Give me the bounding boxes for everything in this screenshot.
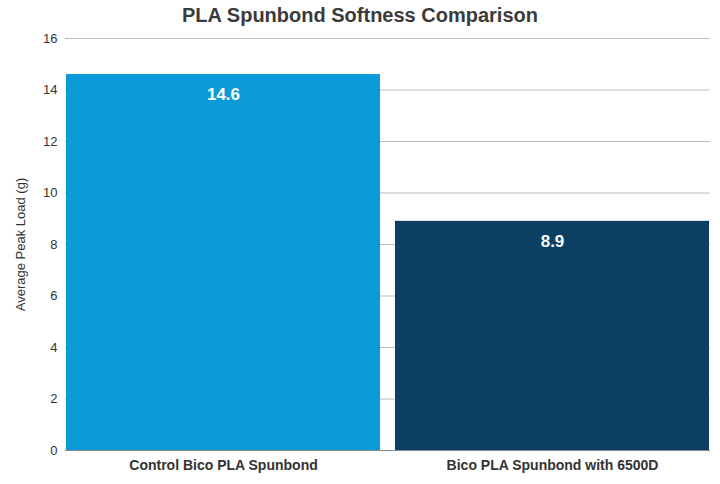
svg-text:Average Peak Load (g): Average Peak Load (g) <box>13 178 28 311</box>
svg-text:14: 14 <box>43 82 57 97</box>
svg-text:14.6: 14.6 <box>207 85 240 104</box>
svg-text:6: 6 <box>50 288 57 303</box>
html-text:PLA Spunbond Softness Comparis: PLA Spunbond Softness Comparison <box>182 4 538 26</box>
svg-text:12: 12 <box>43 134 57 149</box>
svg-text:10: 10 <box>43 185 57 200</box>
svg-text:4: 4 <box>50 340 57 355</box>
svg-text:2: 2 <box>50 391 57 406</box>
svg-text:0: 0 <box>50 443 57 458</box>
svg-text:Control Bico PLA Spunbond: Control Bico PLA Spunbond <box>129 457 317 473</box>
svg-text:16: 16 <box>43 31 57 46</box>
svg-text:8: 8 <box>50 237 57 252</box>
svg-text:8.9: 8.9 <box>541 232 565 251</box>
svg-text:Bico PLA Spunbond with 6500D: Bico PLA Spunbond with 6500D <box>447 457 659 473</box>
